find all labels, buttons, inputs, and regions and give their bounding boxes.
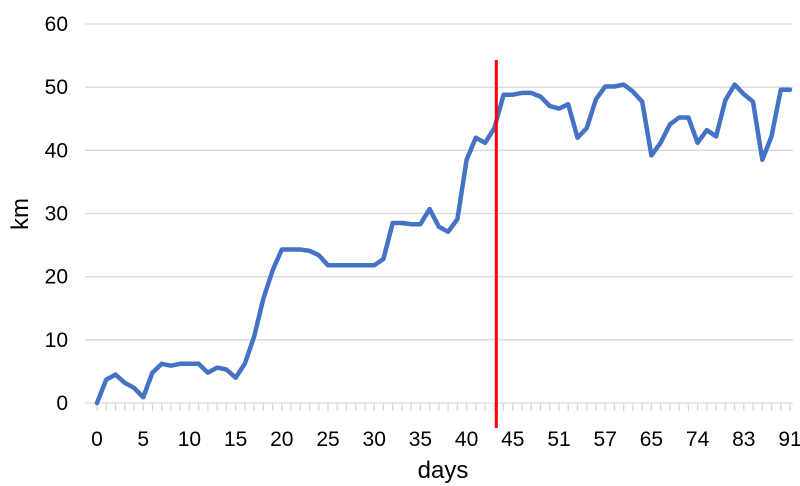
y-tick-labels: 0 10 20 30 40 50 60 — [45, 13, 68, 415]
x-tick-label: 25 — [316, 428, 339, 451]
x-tick-label: 65 — [640, 428, 663, 451]
x-tick-label: 35 — [409, 428, 432, 451]
x-tick-label: 40 — [455, 428, 478, 451]
y-tick-label: 50 — [45, 76, 68, 99]
gridlines — [85, 23, 793, 411]
x-tick-labels: 0 5 10 15 20 25 30 35 40 45 51 57 65 74 83 91 — [91, 428, 800, 451]
series-lines — [94, 82, 793, 406]
x-tick-label: 20 — [270, 428, 293, 451]
y-tick-label: 0 — [56, 392, 68, 415]
y-axis-label: km — [7, 198, 34, 230]
x-tick-label: 15 — [224, 428, 247, 451]
x-tick-label: 10 — [178, 428, 201, 451]
x-tick-label: 83 — [732, 428, 755, 451]
x-tick-label: 91 — [778, 428, 800, 451]
y-tick-label: 10 — [45, 329, 68, 352]
y-tick-label: 20 — [45, 266, 68, 289]
y-tick-label: 60 — [45, 13, 68, 36]
x-tick-label: 51 — [547, 428, 570, 451]
x-tick-label: 57 — [594, 428, 617, 451]
x-tick-label: 74 — [686, 428, 710, 451]
x-axis-label: days — [418, 457, 469, 484]
y-tick-label: 30 — [45, 203, 68, 226]
y-tick-label: 40 — [45, 139, 68, 162]
series-line-0 — [94, 82, 793, 406]
x-tick-label: 5 — [137, 428, 149, 451]
x-tick-label: 45 — [501, 428, 524, 451]
x-tick-label: 0 — [91, 428, 103, 451]
x-tick-label: 30 — [363, 428, 386, 451]
